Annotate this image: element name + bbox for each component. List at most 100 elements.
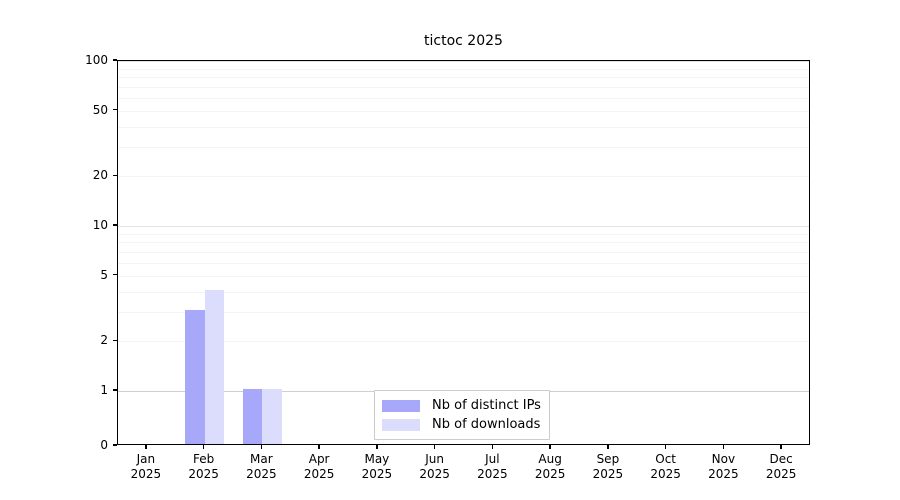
- x-tick-month: Apr: [308, 452, 330, 466]
- x-tick-label-dec: Dec 2025: [736, 452, 826, 482]
- y-tick-label-text: 10: [92, 218, 108, 232]
- x-tick-label-nov: Nov 2025: [678, 452, 768, 482]
- y-tick-label: 10: [40, 219, 108, 231]
- x-tick-mark: [664, 445, 667, 449]
- x-tick-year: 2025: [361, 467, 393, 481]
- x-tick-year: 2025: [477, 467, 508, 481]
- y-tick-label-text: 0: [100, 438, 108, 452]
- y-tick-label-text: 2: [100, 333, 108, 348]
- x-tick-year: 2025: [246, 467, 277, 481]
- y-tick-label-text: 50: [92, 102, 108, 117]
- gridline: [118, 341, 809, 343]
- y-tick-mark: [113, 444, 117, 446]
- gridline: [118, 241, 809, 243]
- legend-item-downloads: Nb of downloads: [382, 415, 541, 434]
- gridline: [118, 251, 809, 253]
- x-tick-mark: [376, 445, 378, 449]
- y-tick-label-text: 20: [92, 168, 108, 183]
- plot-area: [117, 60, 810, 445]
- bar-downloads-feb: [204, 289, 225, 444]
- x-tick-year: 2025: [708, 467, 739, 481]
- x-tick-month: Mar: [250, 452, 273, 466]
- x-tick-mark: [607, 445, 609, 449]
- x-tick-year: 2025: [650, 467, 681, 481]
- y-tick-label: 50: [40, 104, 108, 116]
- x-tick-mark: [722, 445, 725, 449]
- legend-item-distinct-ips: Nb of distinct IPs: [382, 396, 541, 415]
- x-tick-label-jun: Jun 2025: [390, 452, 480, 482]
- x-tick-month: Sep: [596, 452, 620, 466]
- x-tick-month: Dec: [769, 452, 793, 466]
- chart-legend: Nb of distinct IPs Nb of downloads: [374, 390, 550, 440]
- legend-swatch-icon-distinct-ips: [382, 399, 420, 412]
- y-tick-label-text: 5: [100, 267, 108, 282]
- x-tick-month: Jan: [136, 452, 156, 466]
- x-tick-month: Feb: [193, 452, 215, 466]
- legend-swatch-icon-downloads: [382, 418, 420, 431]
- x-tick-month: Jul: [485, 452, 500, 466]
- gridline: [118, 76, 809, 78]
- y-tick-mark: [113, 224, 117, 226]
- x-tick-label-jan: Jan 2025: [101, 452, 191, 482]
- gridline: [118, 126, 809, 128]
- y-tick-label-text: 100: [85, 53, 108, 67]
- x-tick-mark: [202, 445, 205, 449]
- x-tick-mark: [145, 445, 147, 449]
- y-tick-label: 100: [40, 54, 108, 66]
- gridline: [118, 226, 809, 227]
- y-tick-mark: [113, 339, 117, 341]
- x-tick-mark: [433, 445, 436, 449]
- x-tick-mark: [491, 445, 494, 449]
- x-tick-label-mar: Mar 2025: [216, 452, 306, 482]
- x-tick-mark: [549, 445, 551, 449]
- y-tick-label: 5: [40, 269, 108, 281]
- x-tick-year: 2025: [419, 467, 450, 481]
- gridline: [118, 147, 809, 149]
- x-tick-month: May: [364, 452, 390, 466]
- y-tick-label: 0: [40, 439, 108, 451]
- y-tick-mark: [113, 59, 117, 61]
- y-tick-mark: [113, 274, 117, 276]
- gridline: [118, 86, 809, 88]
- legend-label-downloads: Nb of downloads: [432, 417, 541, 432]
- x-tick-mark: [260, 445, 263, 449]
- bar-distinct-ips-feb: [184, 310, 205, 444]
- bar-downloads-mar: [262, 389, 282, 444]
- x-tick-label-aug: Aug 2025: [505, 452, 595, 482]
- x-tick-mark: [780, 445, 782, 449]
- gridline: [118, 312, 809, 314]
- x-tick-year: 2025: [592, 467, 624, 481]
- y-tick-label: 20: [40, 169, 108, 181]
- x-tick-year: 2025: [765, 467, 797, 481]
- gridline: [118, 291, 809, 293]
- x-tick-mark: [318, 445, 320, 449]
- legend-label-distinct-ips: Nb of distinct IPs: [432, 398, 541, 413]
- x-tick-year: 2025: [188, 467, 219, 481]
- x-tick-label-sep: Sep 2025: [563, 452, 653, 482]
- gridline: [118, 68, 809, 70]
- x-tick-month: Jun: [425, 452, 444, 466]
- x-tick-label-oct: Oct 2025: [621, 452, 711, 482]
- y-tick-label: 2: [40, 334, 108, 346]
- gridline: [118, 61, 809, 62]
- gridline: [118, 97, 809, 99]
- gridline: [118, 233, 809, 235]
- x-tick-year: 2025: [303, 467, 335, 481]
- gridline: [118, 110, 809, 112]
- y-tick-label: 1: [40, 384, 108, 396]
- x-tick-year: 2025: [534, 467, 566, 481]
- x-tick-label-may: May 2025: [332, 452, 422, 482]
- y-tick-mark: [113, 389, 117, 391]
- y-tick-mark: [113, 109, 117, 111]
- chart-title: tictoc 2025: [424, 33, 503, 49]
- x-tick-year: 2025: [130, 467, 162, 481]
- y-tick-label-text: 1: [100, 383, 108, 397]
- x-tick-month: Aug: [538, 452, 562, 466]
- x-tick-month: Oct: [655, 452, 676, 466]
- gridline: [118, 262, 809, 264]
- x-tick-month: Nov: [711, 452, 736, 466]
- bar-distinct-ips-mar: [242, 389, 263, 444]
- y-tick-mark: [113, 174, 117, 176]
- gridline: [118, 176, 809, 178]
